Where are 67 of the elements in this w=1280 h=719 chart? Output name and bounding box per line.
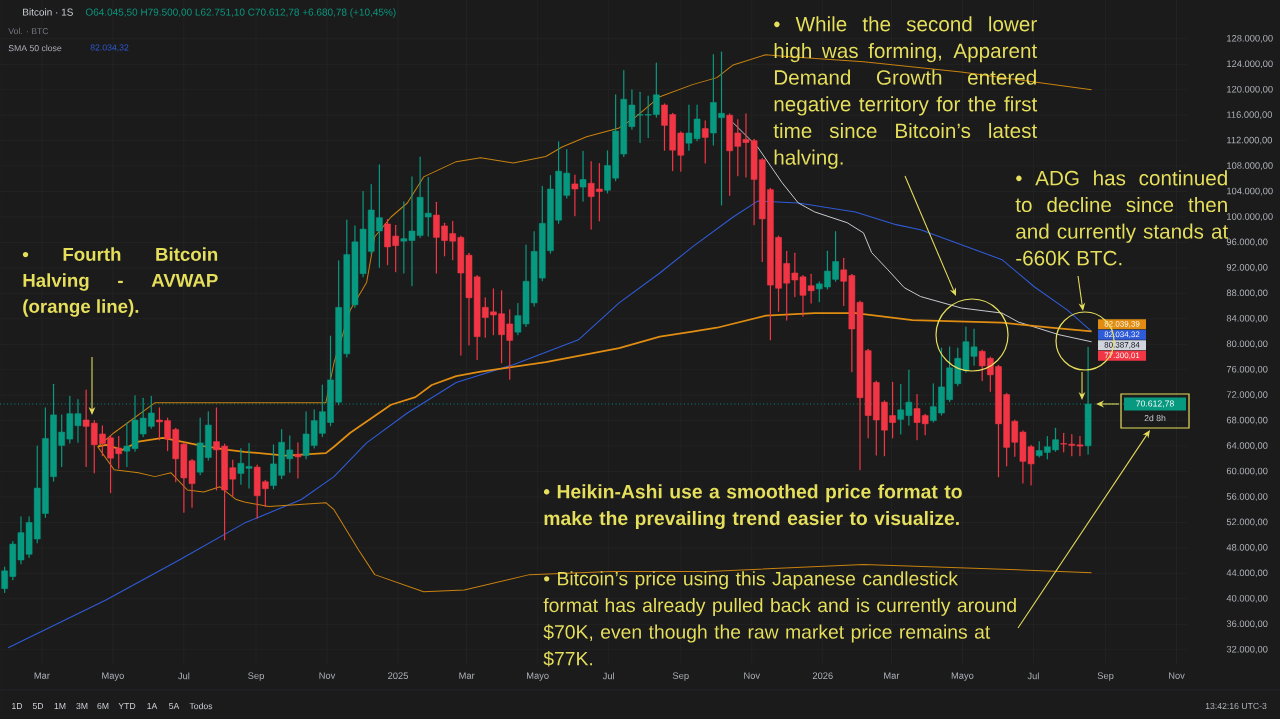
x-tick-label: Mar bbox=[34, 672, 50, 679]
y-tick-label: 36.000,00 bbox=[1226, 620, 1268, 629]
y-tick-label: 48.000,00 bbox=[1226, 544, 1268, 552]
y-tick-label: 52.000,00 bbox=[1226, 518, 1268, 527]
y-tick-label: 64.000,00 bbox=[1226, 442, 1268, 450]
text: YTD bbox=[118, 703, 136, 709]
x-tick-label: Nov bbox=[319, 672, 336, 679]
y-tick-label: 92.000,00 bbox=[1226, 264, 1268, 272]
x-tick-label: Mayo bbox=[951, 672, 974, 681]
text: Todos bbox=[189, 702, 213, 710]
data-label: 82.039,39 bbox=[1104, 321, 1140, 328]
x-tick-label: Mayo bbox=[102, 672, 124, 681]
y-tick-label: 104.000,00 bbox=[1227, 187, 1273, 196]
y-tick-label: 40.000,00 bbox=[1226, 594, 1268, 603]
y-tick-label: 68.000,00 bbox=[1226, 416, 1268, 425]
x-tick-label: Nov bbox=[1169, 672, 1185, 679]
text: 1A bbox=[147, 703, 158, 709]
x-tick-label: Nov bbox=[744, 672, 761, 679]
text: Bitcoin · 1S bbox=[23, 8, 73, 16]
x-tick-label: Mar bbox=[459, 672, 475, 679]
text: 13:42:16 UTC-3 bbox=[1205, 702, 1267, 710]
candlestick bbox=[294, 442, 302, 479]
annotation: • Heikin-Ashi use a smoothed price format to make the prevailing trend easier to visualize. bbox=[543, 484, 962, 530]
x-tick-label: Jul bbox=[1027, 672, 1039, 680]
y-tick-label: 88.000,00 bbox=[1226, 289, 1268, 298]
y-tick-label: 80.000,00 bbox=[1226, 340, 1268, 349]
x-tick-label: 2025 bbox=[388, 672, 408, 679]
text: 5D bbox=[32, 702, 44, 710]
text: 1M bbox=[54, 703, 66, 709]
text: O64.045,50 H79.500,00 L62.751,10 C70.612,78 +6.680,78 (+10,45%) bbox=[85, 8, 396, 18]
x-tick-label: Sep bbox=[672, 672, 689, 681]
annotation: Vol. · BTC bbox=[8, 27, 49, 35]
text: 1D bbox=[12, 703, 23, 709]
y-tick-label: 60.000,00 bbox=[1226, 467, 1268, 476]
y-tick-label: 124.000,00 bbox=[1227, 60, 1273, 69]
y-tick-label: 44.000,00 bbox=[1226, 569, 1268, 578]
annotation: 82.034,32 bbox=[90, 44, 129, 52]
y-tick-label: 120.000,00 bbox=[1227, 85, 1273, 94]
y-tick-label: 100.000,00 bbox=[1227, 213, 1273, 221]
x-tick-label: Jul bbox=[602, 672, 614, 680]
annotation: SMA 50 close bbox=[8, 44, 62, 52]
x-tick-label: Sep bbox=[1097, 672, 1114, 681]
candlestick bbox=[579, 150, 587, 202]
annotation: • Bitcoin’s price using this Japanese candlestick format has already pulled back and is currently around $70K, even though the raw market price remains at $77K. bbox=[543, 571, 1016, 667]
candlestick bbox=[701, 120, 709, 164]
x-tick-label: 2026 bbox=[812, 672, 833, 679]
y-tick-label: 72.000,00 bbox=[1226, 391, 1268, 400]
annotation: 2d 8h bbox=[1144, 414, 1166, 422]
y-tick-label: 84.000,00 bbox=[1226, 314, 1268, 323]
y-tick-label: 76.000,00 bbox=[1226, 365, 1268, 374]
text: 3M bbox=[76, 702, 88, 710]
y-tick-label: 116.000,00 bbox=[1227, 111, 1273, 120]
y-tick-label: 112.000,00 bbox=[1227, 136, 1273, 145]
text: 5A bbox=[169, 702, 180, 710]
ref-line-label: 70.612,78 bbox=[1136, 400, 1174, 408]
y-tick-label: 32.000,00 bbox=[1226, 645, 1268, 654]
x-tick-label: Mayo bbox=[527, 672, 549, 681]
y-tick-label: 56.000,00 bbox=[1226, 493, 1268, 501]
y-tick-label: 96.000,00 bbox=[1226, 238, 1268, 247]
y-tick-label: 108.000,00 bbox=[1227, 162, 1273, 170]
y-tick-label: 128.000,00 bbox=[1227, 34, 1273, 43]
x-tick-label: Sep bbox=[248, 672, 264, 681]
text: 6M bbox=[97, 702, 109, 710]
x-tick-label: Mar bbox=[884, 672, 900, 679]
annotation: • Fourth Bitcoin Halving - AVWAP (orange line). bbox=[22, 247, 218, 317]
x-tick-label: Jul bbox=[178, 672, 190, 680]
candlestick bbox=[571, 174, 579, 217]
